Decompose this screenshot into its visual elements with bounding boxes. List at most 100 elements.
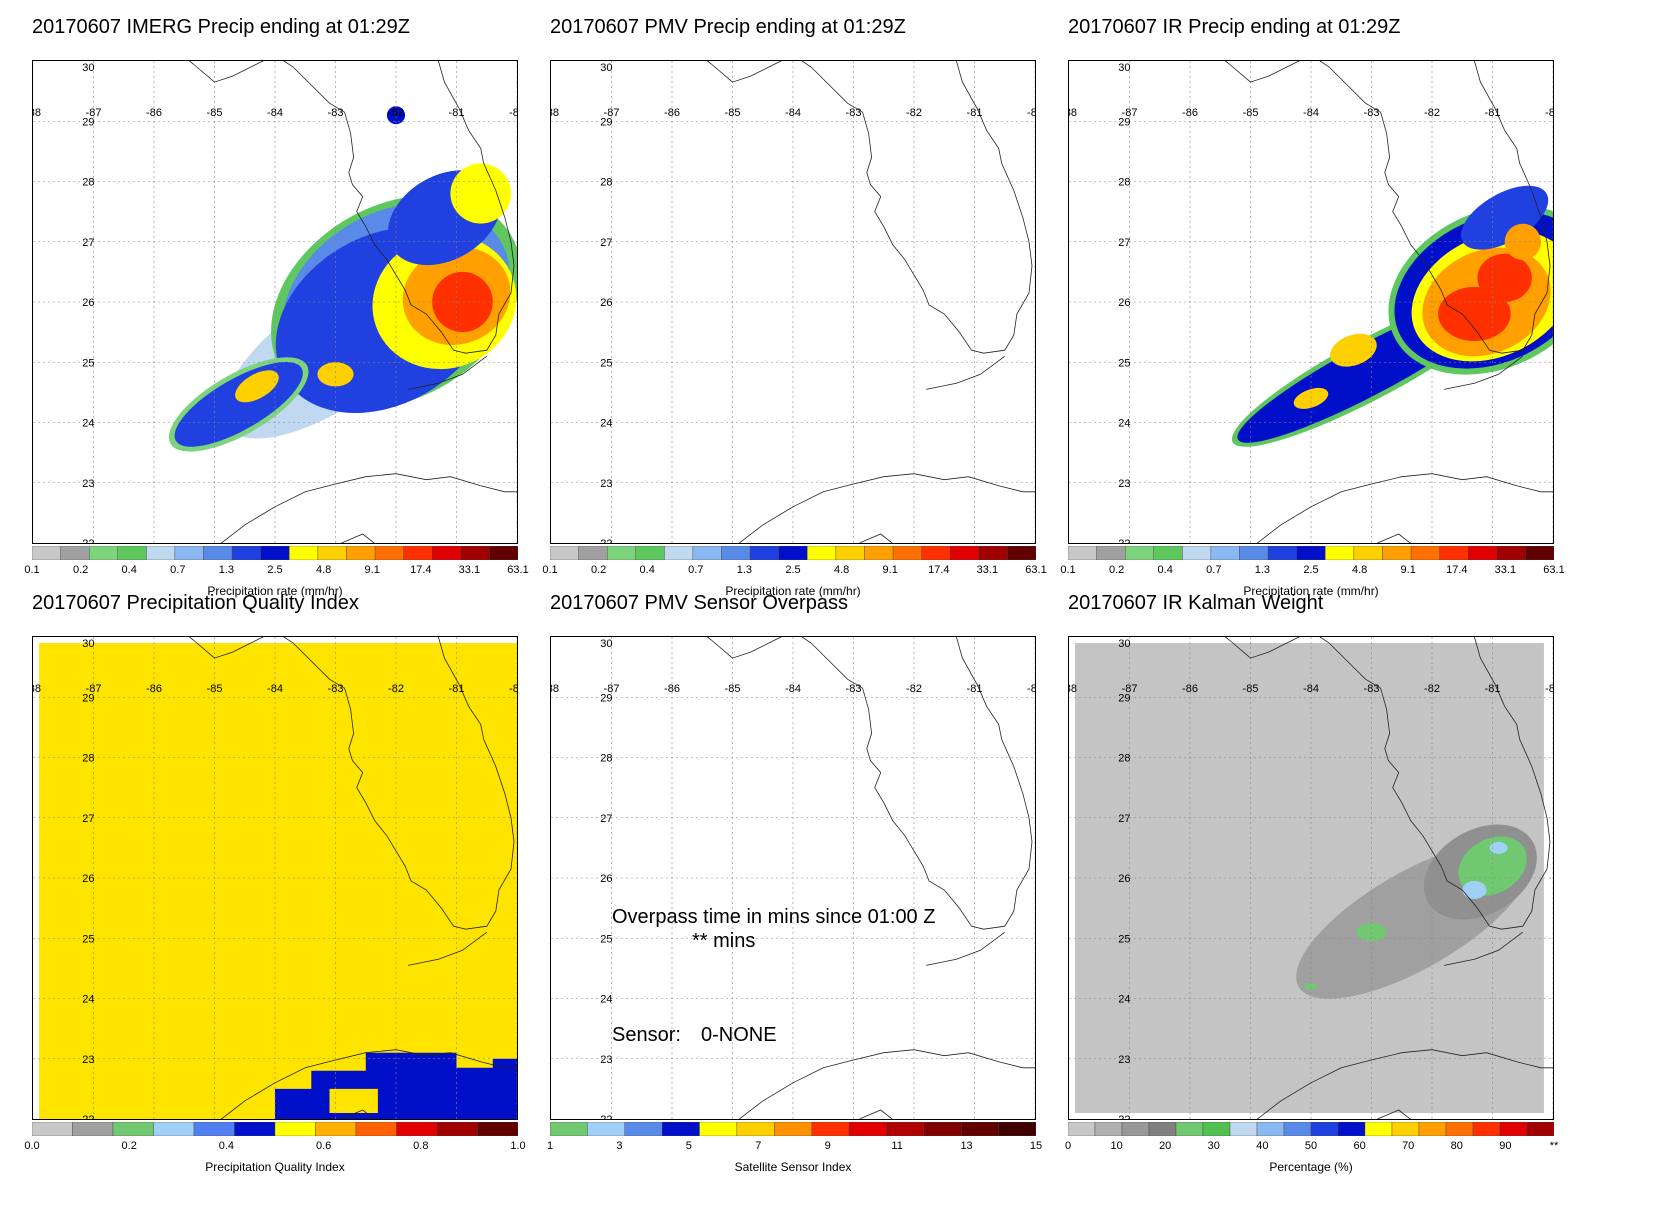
colorbar-cell — [778, 546, 808, 560]
lat-label: 27 — [82, 237, 94, 249]
coastline — [1377, 1109, 1411, 1119]
colorbar-cell — [89, 546, 119, 560]
map-panel-4: 20170607 Precipitation Quality Index -88… — [0, 576, 525, 1176]
colorbar-cell — [1229, 1122, 1258, 1136]
colorbar-cell — [1283, 1122, 1312, 1136]
lat-label: 29 — [82, 692, 94, 704]
lat-label: 25 — [1118, 933, 1130, 945]
coastline — [1444, 931, 1524, 966]
lat-label: 23 — [82, 1054, 94, 1066]
map-panel-2: 20170607 PMV Precip ending at 01:29Z -88… — [518, 0, 1046, 600]
map-svg: -88 -87 -86 -85 -84 -83 -82 -81 -80 30 29 28 27 26 25 2… — [551, 637, 1035, 1119]
colorbar-cell — [1496, 546, 1526, 560]
lon-label: -81 — [1485, 107, 1501, 119]
map-svg: -88 -87 -86 -85 -84 -83 -82 -81 -80 30 29 28 27 26 25 2… — [33, 61, 517, 543]
colorbar-cell — [274, 1122, 316, 1136]
lon-label: -88 — [33, 107, 41, 119]
lat-label: 25 — [600, 933, 612, 945]
colorbar-cell — [260, 546, 290, 560]
colorbar-cell — [1210, 546, 1240, 560]
lat-label: 28 — [600, 753, 612, 765]
colorbar-tick: 3 — [616, 1140, 623, 1152]
lat-label: 30 — [600, 638, 612, 650]
precip-area — [1462, 881, 1487, 899]
lat-label: 29 — [600, 692, 612, 704]
colorbar-cell — [72, 1122, 114, 1136]
colorbar-tick: 1.3 — [1254, 564, 1271, 576]
lat-label: 26 — [600, 873, 612, 885]
lon-label: -85 — [207, 683, 223, 695]
colorbar-tick: 0.2 — [590, 564, 607, 576]
colorbar-cell — [1391, 1122, 1420, 1136]
colorbar-cell — [923, 1122, 962, 1136]
lon-label: -86 — [1182, 683, 1198, 695]
precip-area — [317, 362, 354, 387]
lat-label: 23 — [600, 1054, 612, 1066]
lat-label: 22 — [82, 1114, 94, 1119]
colorbar-cell — [1007, 546, 1036, 560]
map-panel-1: 20170607 IMERG Precip ending at 01:29Z -… — [0, 0, 528, 600]
colorbar-tick: 0.6 — [315, 1140, 332, 1152]
colorbar-cell — [346, 546, 376, 560]
colorbar-tick: 90 — [1499, 1140, 1512, 1152]
colorbar-tick: 4.8 — [1351, 564, 1368, 576]
colorbar-cell — [234, 1122, 276, 1136]
lat-label: 25 — [600, 357, 612, 369]
colorbar-tick: 60 — [1353, 1140, 1366, 1152]
lon-label: -81 — [449, 683, 465, 695]
colorbar-cell — [355, 1122, 397, 1136]
colorbar-tick: 63.1 — [1543, 564, 1565, 576]
lon-label: -83 — [1364, 683, 1380, 695]
lat-label: 22 — [600, 1114, 612, 1119]
colorbar-tick: 0.4 — [639, 564, 655, 576]
colorbar-ticks: 0.1 0.2 0.4 0.7 1.3 2.5 4.8 9.1 17.4 33.1 63.1 — [24, 564, 528, 578]
colorbar-cell — [1153, 546, 1183, 560]
colorbar-svg — [32, 546, 518, 560]
precip-area — [1293, 387, 1329, 409]
lat-label: 30 — [82, 62, 94, 74]
colorbar-cell — [950, 546, 980, 560]
colorbar-cell — [807, 546, 837, 560]
coastline — [220, 473, 517, 543]
precip-area — [1330, 333, 1377, 367]
lon-label: -84 — [1303, 683, 1319, 695]
lon-label: -87 — [604, 683, 620, 695]
colorbar-cell — [1468, 546, 1498, 560]
colorbar-cell — [1296, 546, 1326, 560]
colorbar-cell — [289, 546, 319, 560]
colorbar-cell — [1256, 1122, 1285, 1136]
lat-label: 24 — [600, 418, 612, 430]
colorbar-tick: 11 — [891, 1140, 903, 1152]
lat-label: 30 — [1118, 638, 1130, 650]
colorbar-cell — [1364, 1122, 1393, 1136]
colorbar-cell — [32, 546, 61, 560]
lon-label: -81 — [967, 107, 983, 119]
lon-label: -84 — [267, 683, 283, 695]
colorbar-tick: 40 — [1256, 1140, 1269, 1152]
lat-label: 25 — [1118, 357, 1130, 369]
lon-label: -87 — [86, 107, 102, 119]
lat-label: 26 — [1118, 873, 1130, 885]
lat-label: 29 — [82, 116, 94, 128]
lon-label: -84 — [785, 107, 801, 119]
colorbar-cell — [607, 546, 637, 560]
colorbar-cell — [1239, 546, 1269, 560]
map-svg: -88 -87 -86 -85 -84 -83 -82 -81 -80 30 29 28 27 26 25 2… — [1069, 61, 1553, 543]
colorbar-cell — [1418, 1122, 1447, 1136]
colorbar-svg — [1068, 546, 1554, 560]
colorbar-cell — [835, 546, 865, 560]
lat-label: 27 — [1118, 813, 1130, 825]
precip-area — [432, 271, 493, 333]
colorbar-cell — [396, 1122, 438, 1136]
colorbar-tick: 0.7 — [688, 564, 704, 576]
lon-label: -86 — [664, 107, 680, 119]
overpass-value: ** mins — [692, 930, 756, 952]
colorbar-cell — [1182, 546, 1212, 560]
precip-area — [450, 163, 512, 224]
colorbar-tick: 0.2 — [121, 1140, 137, 1152]
lat-label: 25 — [82, 357, 94, 369]
panel-title: 20170607 PMV Precip ending at 01:29Z — [550, 16, 906, 38]
lon-label: -83 — [846, 107, 862, 119]
coastline — [1256, 473, 1553, 543]
colorbar-svg — [32, 1122, 518, 1136]
